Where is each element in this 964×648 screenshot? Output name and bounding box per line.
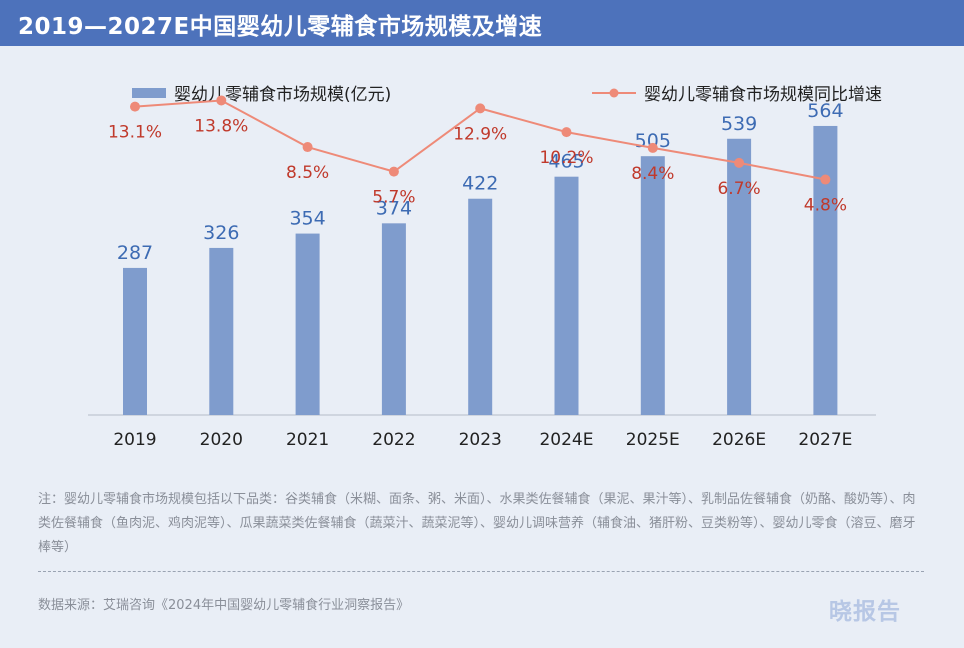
- legend-line-label: 婴幼儿零辅食市场规模同比增速: [644, 85, 882, 105]
- x-tick-label: 2022: [372, 430, 415, 450]
- growth-value-label: 10.2%: [539, 148, 593, 168]
- growth-value-label: 8.5%: [286, 163, 329, 183]
- bar-value-label: 354: [289, 208, 325, 230]
- growth-point: [561, 127, 572, 138]
- bar-value-label: 287: [117, 242, 153, 264]
- bar: [381, 223, 406, 415]
- legend: 婴幼儿零辅食市场规模(亿元) 婴幼儿零辅食市场规模同比增速: [132, 85, 882, 105]
- bar-value-label: 326: [203, 222, 239, 244]
- bar: [813, 125, 838, 415]
- bar: [209, 247, 234, 415]
- chart: 婴幼儿零辅食市场规模(亿元) 婴幼儿零辅食市场规模同比增速 287 326 354 3…: [88, 85, 882, 450]
- growth-value-label: 13.1%: [108, 123, 162, 143]
- bar-value-label: 564: [807, 100, 843, 122]
- chart-title: 2019—2027E中国婴幼儿零辅食市场规模及增速: [18, 14, 543, 40]
- x-tick-label: 2020: [200, 430, 243, 450]
- growth-point: [734, 157, 745, 168]
- header-bar: 2019—2027E中国婴幼儿零辅食市场规模及增速: [0, 0, 964, 46]
- growth-point: [647, 142, 658, 153]
- source-text: 数据来源：艾瑞咨询《2024年中国婴幼儿零辅食行业洞察报告》: [38, 598, 410, 613]
- x-tick-label: 2025E: [626, 430, 680, 450]
- growth-value-label: 6.7%: [717, 179, 760, 199]
- growth-point: [216, 95, 227, 106]
- legend-bar-label: 婴幼儿零辅食市场规模(亿元): [174, 85, 391, 105]
- divider: [38, 571, 924, 572]
- bar: [640, 156, 665, 415]
- bar: [468, 198, 493, 415]
- growth-value-label: 13.8%: [194, 116, 248, 136]
- bar: [295, 233, 320, 415]
- growth-point: [475, 103, 486, 114]
- growth-value-label: 12.9%: [453, 124, 507, 144]
- growth-point: [302, 142, 313, 153]
- x-tick-label: 2021: [286, 430, 329, 450]
- x-tick-label: 2019: [113, 430, 156, 450]
- growth-point: [820, 174, 831, 185]
- growth-value-label: 8.4%: [631, 164, 674, 184]
- bar: [123, 267, 147, 415]
- legend-bar-swatch: [132, 88, 166, 98]
- growth-point: [388, 166, 399, 177]
- x-tick-label: 2026E: [712, 430, 766, 450]
- growth-value-label: 4.8%: [804, 196, 847, 216]
- x-tick-label: 2023: [459, 430, 502, 450]
- legend-line-marker: [609, 88, 619, 98]
- growth-value-label: 5.7%: [372, 188, 415, 208]
- brand-logo: 晓报告: [829, 599, 901, 625]
- bar-value-label: 374: [376, 197, 412, 219]
- growth-point: [130, 101, 140, 112]
- bar-value-label: 539: [721, 113, 757, 135]
- bar: [727, 138, 752, 415]
- x-tick-label: 2024E: [539, 430, 593, 450]
- bar-value-label: 465: [548, 151, 584, 173]
- x-tick-label: 2027E: [798, 430, 852, 450]
- bar-value-label: 422: [462, 173, 498, 195]
- footnote: 注：婴幼儿零辅食市场规模包括以下品类：谷类辅食（米糊、面条、粥、米面）、水果类佐…: [38, 492, 916, 555]
- bar: [554, 176, 579, 415]
